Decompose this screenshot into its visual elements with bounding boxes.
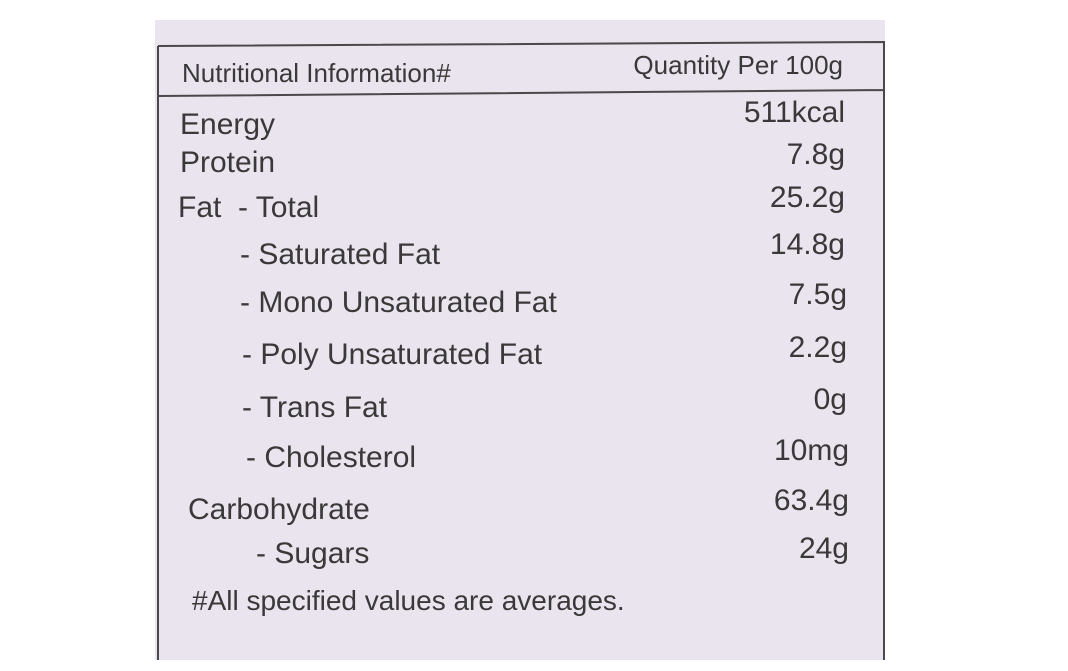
- row-label: - Trans Fat: [242, 391, 388, 424]
- row-label: - Saturated Fat: [240, 238, 441, 271]
- row-value: 24g: [799, 532, 849, 565]
- header-label: Nutritional Information#: [182, 58, 451, 88]
- row-label: - Mono Unsaturated Fat: [240, 286, 557, 319]
- row-label: Fat - Total: [178, 191, 319, 224]
- header-quantity: Quantity Per 100g: [633, 50, 843, 80]
- table-border: [157, 40, 885, 660]
- row-value: 25.2g: [770, 181, 845, 214]
- row-value: 511kcal: [744, 96, 845, 129]
- row-value: 14.8g: [770, 228, 845, 261]
- footnote: #All specified values are averages.: [192, 585, 625, 616]
- row-value: 0g: [814, 383, 847, 416]
- row-label: - Cholesterol: [246, 441, 416, 474]
- row-value: 10mg: [774, 434, 849, 467]
- row-label: - Sugars: [256, 537, 369, 570]
- row-label: Protein: [180, 146, 275, 179]
- row-label: - Poly Unsaturated Fat: [242, 338, 543, 371]
- label-background: [155, 20, 885, 660]
- row-value: 7.8g: [787, 138, 845, 171]
- row-label: Carbohydrate: [188, 493, 370, 526]
- row-label: Energy: [180, 108, 275, 141]
- row-value: 2.2g: [789, 331, 847, 364]
- row-value: 7.5g: [789, 278, 847, 311]
- row-value: 63.4g: [774, 484, 849, 517]
